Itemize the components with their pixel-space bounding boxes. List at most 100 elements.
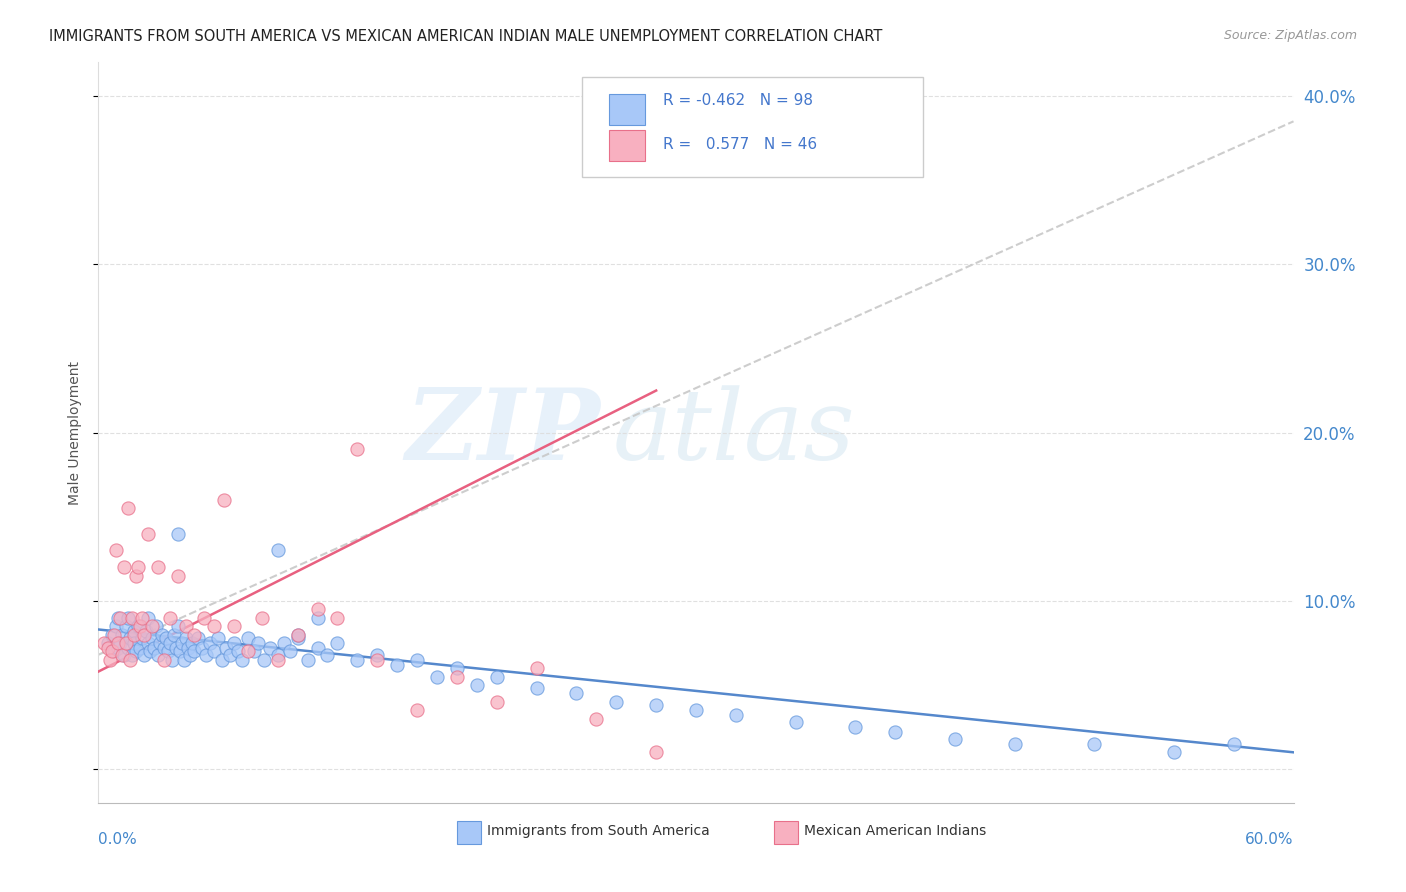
Point	[226, 644, 249, 658]
Point	[585, 712, 607, 726]
Point	[141, 619, 163, 633]
Point	[134, 648, 156, 662]
Point	[243, 644, 266, 658]
FancyBboxPatch shape	[457, 822, 481, 844]
Point	[267, 653, 290, 667]
Point	[198, 636, 221, 650]
Point	[187, 631, 209, 645]
Point	[136, 610, 159, 624]
Text: Mexican American Indians: Mexican American Indians	[804, 824, 986, 838]
Point	[148, 560, 170, 574]
Point	[287, 627, 309, 641]
Point	[141, 631, 163, 645]
Point	[253, 653, 276, 667]
Point	[131, 610, 153, 624]
Point	[98, 653, 122, 667]
Point	[97, 636, 120, 650]
Point	[565, 686, 588, 700]
Point	[326, 636, 349, 650]
Point	[346, 442, 368, 457]
Point	[115, 619, 138, 633]
Point	[174, 631, 197, 645]
Point	[135, 624, 157, 639]
Point	[267, 648, 290, 662]
Point	[110, 610, 132, 624]
Point	[101, 644, 124, 658]
Text: atlas: atlas	[613, 385, 855, 480]
Point	[110, 636, 132, 650]
Point	[645, 698, 668, 713]
Point	[1223, 737, 1246, 751]
Point	[149, 636, 172, 650]
Point	[179, 648, 201, 662]
Point	[107, 636, 129, 650]
Point	[426, 670, 449, 684]
Point	[150, 627, 173, 641]
Point	[105, 543, 128, 558]
Point	[193, 610, 215, 624]
Point	[163, 627, 186, 641]
Point	[103, 644, 125, 658]
Point	[174, 619, 197, 633]
FancyBboxPatch shape	[609, 95, 644, 126]
Point	[1163, 745, 1185, 759]
Point	[177, 640, 200, 655]
Point	[120, 653, 142, 667]
Text: R =   0.577   N = 46: R = 0.577 N = 46	[662, 137, 817, 153]
Point	[169, 644, 191, 658]
Point	[202, 619, 225, 633]
Point	[1083, 737, 1105, 751]
Point	[1004, 737, 1026, 751]
FancyBboxPatch shape	[773, 822, 797, 844]
Point	[153, 640, 176, 655]
Point	[112, 648, 135, 662]
Point	[526, 681, 548, 696]
Point	[105, 619, 128, 633]
Point	[97, 640, 120, 655]
Point	[724, 708, 747, 723]
Point	[212, 492, 235, 507]
Point	[155, 631, 177, 645]
Point	[157, 644, 180, 658]
Point	[297, 653, 319, 667]
Point	[107, 640, 129, 655]
Point	[172, 636, 194, 650]
Point	[259, 640, 281, 655]
Point	[385, 657, 409, 672]
Point	[111, 648, 134, 662]
Point	[117, 640, 139, 655]
Point	[101, 627, 124, 641]
Point	[124, 636, 146, 650]
Point	[183, 644, 205, 658]
Point	[236, 644, 259, 658]
Point	[366, 653, 388, 667]
Point	[121, 648, 143, 662]
Text: 0.0%: 0.0%	[98, 832, 138, 847]
Text: Immigrants from South America: Immigrants from South America	[486, 824, 710, 838]
Text: IMMIGRANTS FROM SOUTH AMERICA VS MEXICAN AMERICAN INDIAN MALE UNEMPLOYMENT CORRE: IMMIGRANTS FROM SOUTH AMERICA VS MEXICAN…	[49, 29, 883, 44]
Point	[145, 619, 167, 633]
Point	[406, 653, 429, 667]
Point	[215, 640, 238, 655]
Point	[160, 653, 183, 667]
Point	[181, 636, 204, 650]
Point	[159, 610, 181, 624]
Text: Source: ZipAtlas.com: Source: ZipAtlas.com	[1223, 29, 1357, 42]
Point	[246, 636, 269, 650]
Text: ZIP: ZIP	[405, 384, 600, 481]
Point	[148, 648, 170, 662]
Point	[211, 653, 233, 667]
Point	[485, 670, 508, 684]
Point	[236, 631, 259, 645]
Point	[136, 636, 159, 650]
Point	[485, 695, 508, 709]
Point	[287, 631, 309, 645]
Point	[307, 640, 329, 655]
Point	[287, 627, 309, 641]
Point	[222, 619, 245, 633]
Point	[645, 745, 668, 759]
Point	[465, 678, 488, 692]
Text: 60.0%: 60.0%	[1246, 832, 1294, 847]
Point	[125, 644, 148, 658]
Point	[316, 648, 339, 662]
